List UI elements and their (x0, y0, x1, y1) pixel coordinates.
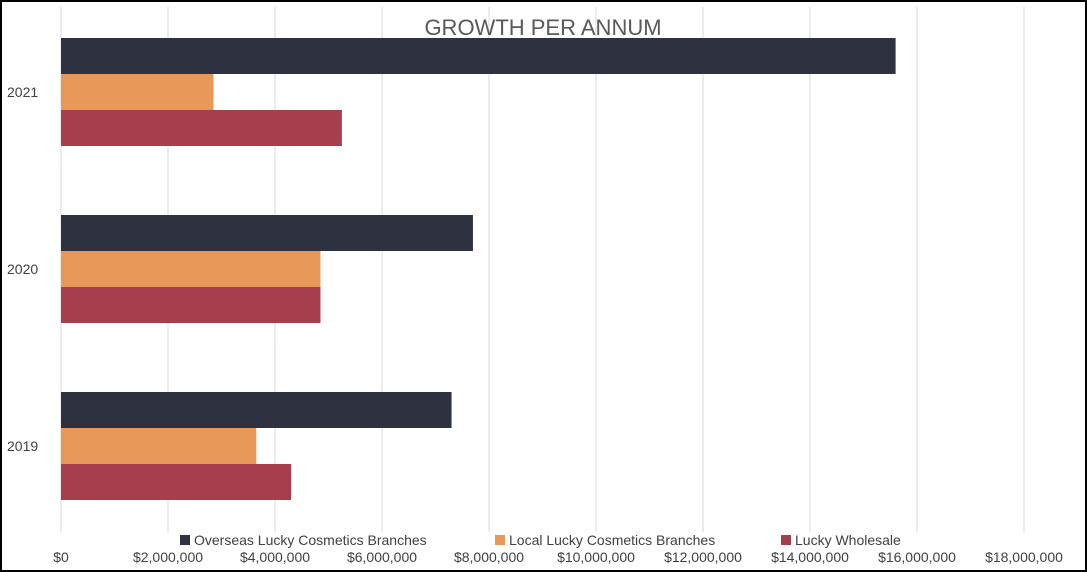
chart-title: GROWTH PER ANNUM (424, 15, 661, 40)
bar-2021-local-lucky-cosmetics-branches (61, 74, 214, 110)
x-tick-label: $0 (53, 549, 69, 565)
x-tick-label: $16,000,000 (878, 549, 956, 565)
x-tick-labels: $0 $2,000,000 $4,000,000 $6,000,000 $8,000,0… (53, 549, 1063, 565)
bar-2020-local-lucky-cosmetics-branches (61, 251, 321, 287)
bars (61, 38, 896, 500)
x-tick-label: $14,000,000 (771, 549, 849, 565)
legend-swatch (781, 535, 791, 545)
x-tick-label: $4,000,000 (240, 549, 310, 565)
category-label: 2021 (7, 84, 38, 100)
category-labels: 2021 2020 2019 (7, 84, 38, 454)
bar-2021-overseas-lucky-cosmetics-branches (61, 38, 896, 74)
category-label: 2019 (7, 438, 38, 454)
legend-label: Overseas Lucky Cosmetics Branches (194, 532, 427, 548)
bar-2019-local-lucky-cosmetics-branches (61, 428, 257, 464)
legend: Overseas Lucky Cosmetics Branches Local L… (180, 532, 901, 548)
bar-2020-overseas-lucky-cosmetics-branches (61, 215, 473, 251)
bar-2019-overseas-lucky-cosmetics-branches (61, 392, 452, 428)
bar-2021-lucky-wholesale (61, 110, 342, 146)
legend-swatch (495, 535, 505, 545)
x-tick-label: $6,000,000 (347, 549, 417, 565)
bar-2020-lucky-wholesale (61, 287, 321, 323)
legend-swatch (180, 535, 190, 545)
x-tick-label: $2,000,000 (133, 549, 203, 565)
legend-label: Lucky Wholesale (795, 532, 901, 548)
bar-2019-lucky-wholesale (61, 464, 292, 500)
category-label: 2020 (7, 261, 38, 277)
x-tick-label: $8,000,000 (454, 549, 524, 565)
x-tick-label: $12,000,000 (664, 549, 742, 565)
x-tick-label: $10,000,000 (557, 549, 635, 565)
x-tick-label: $18,000,000 (985, 549, 1063, 565)
legend-label: Local Lucky Cosmetics Branches (509, 532, 715, 548)
